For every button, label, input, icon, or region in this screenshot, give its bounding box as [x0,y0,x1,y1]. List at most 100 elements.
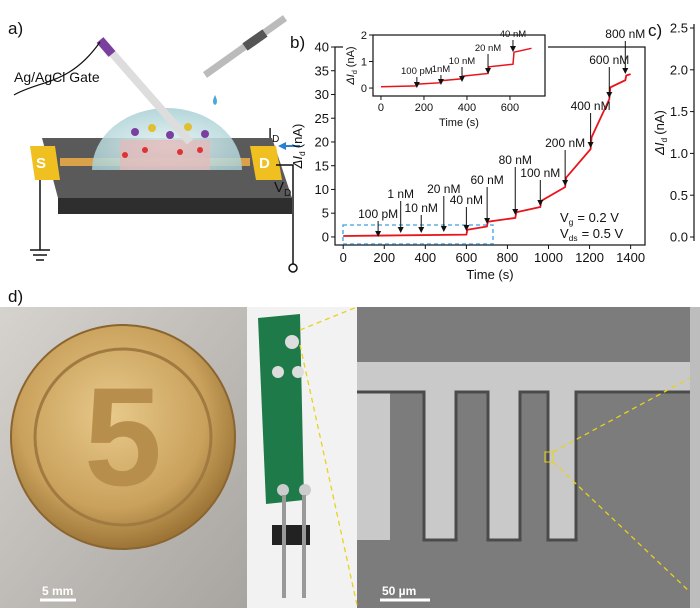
gate-cap [100,40,112,54]
arrowhead [418,227,424,233]
annotation: 200 nM [545,136,585,150]
sem-image [357,307,690,608]
x-tick-label: 1000 [534,250,563,265]
symbol: V [274,179,284,196]
annotation: 40 nM [450,193,483,207]
sem-image-2 [690,307,700,608]
annotation: 800 nM [605,27,645,41]
unit: (nA) [290,124,305,149]
drain-label: D [259,155,270,172]
y-tick-label: 40 [315,40,329,55]
x-tick-label: 400 [414,250,436,265]
annotation: 20 nM [475,43,501,54]
symbol: V [560,226,569,241]
ground [30,250,50,260]
unit: (nA) [345,46,357,67]
y-tick-label: 1 [361,56,367,68]
y-tick-label: 0.5 [670,188,688,203]
x-tick-label: 600 [501,102,519,114]
inset-background [343,28,548,130]
terminal [289,264,297,272]
x-tick-label: 600 [456,250,478,265]
arrowhead [398,227,404,233]
coin-numeral: 5 [84,358,162,515]
y-tick-label: 1.5 [670,104,688,119]
subscript: d [351,70,359,74]
pipette-grip [245,33,265,47]
y-tick-label: 25 [315,111,329,126]
value: = 0.2 V [577,210,619,225]
x-tick-label: 400 [458,102,476,114]
subscript: D [284,188,291,199]
scale-label: 5 mm [42,584,73,598]
pad [285,335,299,349]
x-tick-label: 1400 [616,250,645,265]
x-tick-label: 800 [497,250,519,265]
source-label: S [36,155,46,172]
y-tick-label: 0 [361,83,367,95]
annotation: 1nM [432,64,451,75]
arrowhead [606,92,612,98]
subscript: D [272,134,279,145]
x-tick-label: 200 [373,250,395,265]
annotation: 400 nM [571,99,611,113]
annotation: 100 pM [358,207,398,221]
x-tick-label: 0 [340,250,347,265]
y-tick-label: 2 [361,30,367,42]
annotation: 10 nM [449,56,475,67]
symbol: ΔI [345,74,357,85]
figure: a) Ag/AgCl Gate S D ID VD 5 5 mm 50 µm d… [0,0,700,608]
y-tick-label: 10 [315,182,329,197]
y-tick-label: 2.0 [670,62,688,77]
annotation: 100 nM [520,166,560,180]
annotation: 60 nM [470,173,503,187]
y-tick-label: 15 [315,158,329,173]
film [120,140,210,170]
pad [299,484,311,496]
subscript: ds [569,233,578,243]
y-tick-label: 30 [315,87,329,102]
arrowhead [588,142,594,148]
condition: Vg= 0.2 V [560,210,619,227]
symbol: ΔI [290,156,305,170]
x-tick-label: 0 [378,102,384,114]
y-axis-label: ΔId (nA) [652,110,669,156]
arrowhead [537,200,543,206]
x-tick-label: 200 [415,102,433,114]
annotation: 10 nM [405,201,438,215]
photos: 5 5 mm 50 µm d) [0,287,700,608]
annotation: 1 nM [387,187,414,201]
arrowhead [441,226,447,232]
x-tick-label: 1200 [575,250,604,265]
y-tick-label: 35 [315,63,329,78]
subscript: d [297,151,307,156]
symbol: ΔI [652,142,667,156]
substrate-side [58,198,292,214]
y-tick-label: 0 [322,229,329,244]
panel-label: a) [8,19,23,38]
symbol: V [560,210,569,225]
y-tick-label: 20 [315,135,329,150]
y-tick-label: 5 [322,206,329,221]
condition: Vds= 0.5 V [560,226,623,243]
unit: (nA) [652,110,667,135]
schematic: a) Ag/AgCl Gate S D ID VD [8,18,300,272]
y-axis-label: ΔId (nA) [345,46,359,85]
y-tick-label: 1.0 [670,146,688,161]
scale-label: 50 µm [382,584,416,598]
drop [213,95,217,105]
annotation: 80 nM [499,153,532,167]
gate-label: Ag/AgCl Gate [14,69,100,85]
arrowhead [562,180,568,186]
y-tick-label: 2.5 [670,21,688,36]
pad [277,484,289,496]
annotation: 100 pM [401,66,433,77]
page: a) Ag/AgCl Gate S D ID VD 5 5 mm 50 µm d… [0,0,700,608]
pad [292,366,304,378]
y-axis-label: ΔId (nA) [290,124,307,170]
subscript: d [659,137,669,142]
annotation: 40 nM [500,29,526,40]
annotation: 600 nM [589,53,629,67]
x-axis-label: Time (s) [466,267,513,282]
x-axis-label: Time (s) [439,117,479,129]
